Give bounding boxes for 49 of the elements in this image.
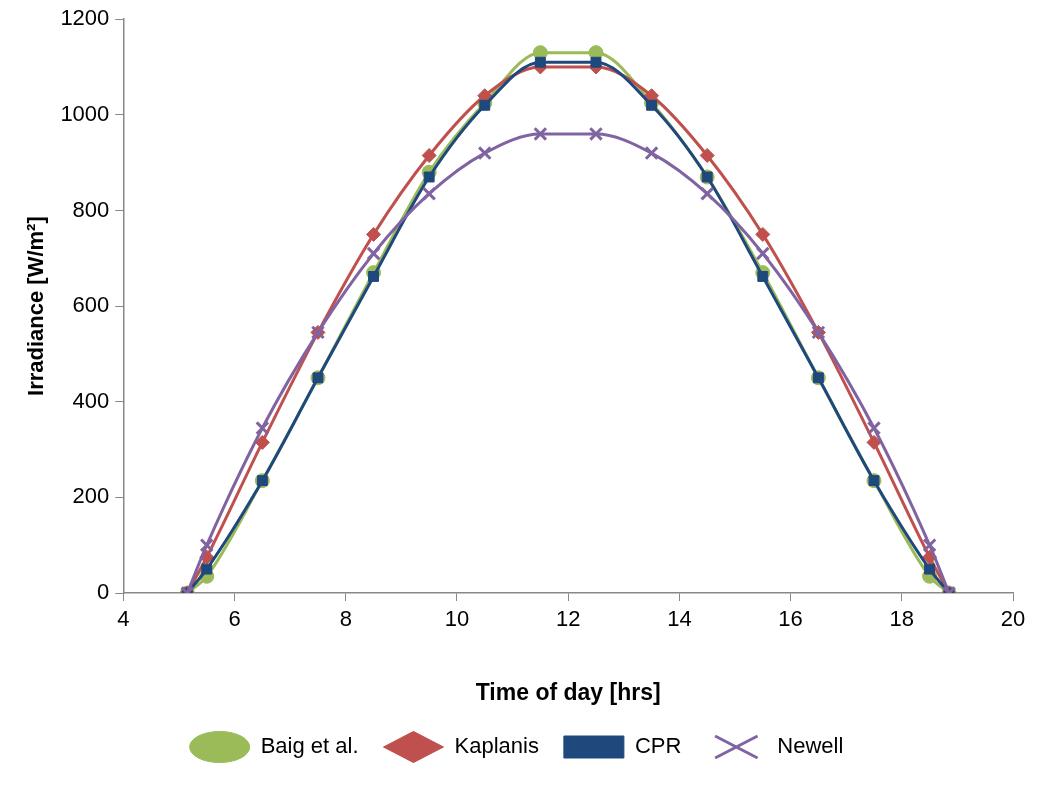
y-tick-label: 600 (72, 292, 110, 318)
x-tick-label: 20 (1000, 606, 1026, 632)
y-tick-label: 1000 (60, 100, 110, 126)
x-tick-label: 14 (667, 606, 692, 632)
point (255, 420, 270, 436)
x-tick-label: 12 (555, 606, 581, 632)
point (755, 226, 771, 242)
point (755, 246, 770, 261)
point (534, 56, 546, 68)
point (479, 99, 491, 111)
point (423, 171, 435, 183)
point (757, 271, 769, 282)
point (533, 126, 548, 142)
point (699, 147, 715, 163)
legend-label: Baig et al. (260, 733, 359, 759)
point (254, 434, 270, 450)
point (924, 563, 936, 575)
point (700, 186, 715, 201)
x-tick-label: 6 (228, 606, 241, 632)
x-tick-label: 4 (117, 606, 130, 632)
point (644, 145, 659, 161)
point (590, 56, 602, 68)
x-tick-label: 16 (778, 606, 803, 632)
x-tick-label: 18 (889, 606, 915, 632)
point (422, 186, 437, 201)
y-tick-label: 0 (97, 579, 110, 605)
point (366, 226, 382, 242)
point (201, 563, 213, 575)
x-tick-label: 8 (339, 606, 352, 632)
point (922, 538, 937, 553)
y-tick-label: 200 (72, 483, 110, 509)
point (199, 538, 214, 553)
y-tick-label: 400 (72, 387, 110, 413)
y-axis-title: Irradiance [W/m²] (23, 216, 49, 396)
legend-label: CPR (634, 733, 682, 759)
legend-label: Kaplanis (454, 733, 539, 759)
point (421, 147, 437, 163)
point (866, 434, 882, 450)
point (368, 271, 380, 282)
y-tick-label: 800 (72, 196, 110, 222)
point (866, 420, 882, 436)
x-axis-title: Time of day [hrs] (475, 678, 661, 705)
point (646, 99, 658, 111)
point (477, 145, 492, 161)
y-tick-label: 1200 (60, 5, 110, 31)
point (366, 246, 381, 261)
x-tick-label: 10 (444, 606, 470, 632)
point (588, 126, 604, 142)
legend-label: Newell (777, 733, 844, 759)
